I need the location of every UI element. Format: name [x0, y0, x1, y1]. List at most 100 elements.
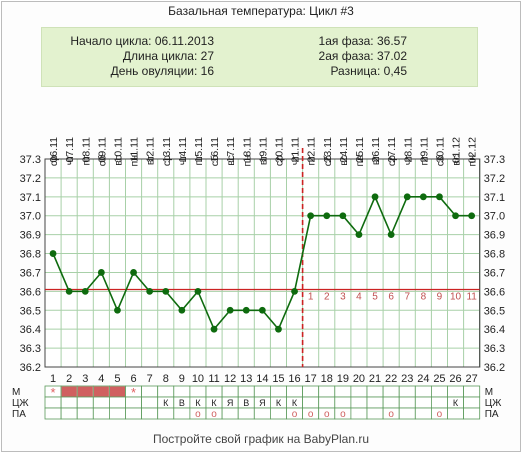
row-cell	[302, 385, 320, 398]
temp-difference: Разница: 0,45	[330, 64, 407, 78]
weekday-label: пн	[354, 155, 366, 167]
date-label: 28.11	[402, 137, 414, 163]
y-tick-label-right: 36.6	[484, 286, 505, 298]
y-tick-label-right: 36.9	[484, 230, 505, 242]
weekday-label: вт	[257, 155, 269, 165]
weekday-label: сб	[96, 155, 108, 166]
weekday-label: пт	[306, 155, 318, 166]
weekday-label: пт	[193, 155, 205, 166]
y-tick-label-right: 37.3	[484, 154, 505, 166]
luteal-day-label: 8	[421, 291, 427, 302]
weekday-label: вт	[370, 155, 382, 165]
temperature-point	[114, 306, 121, 314]
weekday-label: вс	[112, 155, 124, 166]
row-cell	[430, 396, 448, 409]
day-number: 19	[337, 373, 349, 385]
row-cell	[366, 385, 384, 398]
row-cell	[237, 407, 255, 420]
row-cell	[173, 385, 191, 398]
day-number: 4	[98, 373, 104, 385]
y-tick-label-left: 37.3	[20, 154, 41, 166]
luteal-day-label: 1	[308, 291, 314, 302]
plot-area	[44, 158, 481, 368]
spotting-star: *	[51, 385, 56, 400]
temperature-point	[436, 193, 443, 201]
weekday-label: чт	[64, 155, 76, 165]
row-cell	[382, 396, 400, 409]
day-number: 7	[147, 373, 153, 385]
day-number: 17	[305, 373, 317, 385]
ovulation-day: День овуляции: 16	[110, 64, 214, 78]
row-cell	[302, 396, 320, 409]
temperature-point	[210, 325, 218, 333]
temperature-point	[291, 287, 298, 295]
weekday-label: сб	[434, 155, 446, 166]
date-label: 23.11	[322, 137, 334, 163]
menstruation-cell	[61, 386, 77, 397]
day-number: 25	[433, 373, 445, 385]
row-cell	[350, 407, 368, 420]
row-cell	[253, 407, 271, 420]
weekday-label: ср	[386, 155, 398, 166]
y-tick-label-right: 36.4	[484, 324, 505, 336]
day-number: 13	[240, 373, 252, 385]
date-label: 11.11	[129, 137, 141, 162]
date-label: 21.11	[290, 137, 302, 163]
date-label: 06.11	[48, 137, 60, 163]
row-cell	[76, 407, 94, 420]
date-label: 01.12	[451, 137, 463, 163]
date-label: 09.11	[96, 137, 108, 163]
menstruation-cell	[93, 386, 109, 397]
day-number: 1	[50, 373, 56, 385]
date-label: 08.11	[80, 137, 92, 163]
weekday-label: ср	[161, 155, 173, 166]
row-cell	[463, 396, 481, 409]
row-cell	[221, 407, 239, 420]
temperature-point	[339, 212, 347, 220]
date-label: 17.11	[225, 137, 237, 163]
y-tick-label-right: 37.1	[484, 192, 505, 204]
row-cell	[157, 385, 175, 398]
date-label: 22.11	[306, 137, 318, 163]
row-cell	[109, 396, 126, 409]
luteal-day-label: 9	[437, 291, 443, 302]
row-cell	[253, 385, 271, 398]
row-cell	[92, 407, 110, 420]
y-tick-label-left: 36.6	[20, 286, 41, 298]
temperature-point	[162, 287, 170, 295]
row-label-right: М	[485, 387, 493, 398]
chart-title: Базальная температура: Цикл #3	[168, 4, 354, 18]
date-label: 16.11	[209, 137, 221, 163]
y-tick-label-right: 37.2	[484, 173, 505, 185]
date-label: 15.11	[193, 137, 205, 163]
day-number: 6	[130, 373, 136, 385]
day-number: 12	[224, 373, 236, 385]
luteal-day-label: 6	[388, 291, 394, 302]
row-cell	[141, 385, 159, 398]
y-tick-label-left: 36.2	[20, 362, 41, 374]
row-cell	[76, 396, 94, 409]
date-label: 07.11	[64, 137, 76, 163]
row-label-left: ПА	[12, 409, 26, 420]
row-cell	[414, 385, 432, 398]
row-cell	[430, 385, 448, 398]
y-tick-label-left: 36.9	[20, 230, 41, 242]
day-number: 5	[114, 373, 120, 385]
cervical-fluid-mark: К	[195, 398, 201, 408]
day-number: 21	[369, 373, 381, 385]
weekday-label: вс	[338, 155, 350, 166]
intercourse-mark: o	[195, 409, 201, 420]
row-cell	[125, 407, 143, 420]
date-label: 02.12	[467, 137, 479, 163]
row-cell	[350, 396, 368, 409]
footer-link[interactable]: Постройте свой график на BabyPlan.ru	[152, 432, 370, 446]
row-cell	[44, 407, 62, 420]
temperature-point	[81, 287, 89, 295]
cervical-fluid-mark: В	[243, 398, 249, 408]
row-cell	[189, 385, 207, 398]
weekday-label: пн	[467, 155, 479, 167]
date-label: 26.11	[370, 137, 382, 163]
luteal-day-label: 10	[450, 291, 462, 302]
temperature-point	[194, 287, 202, 295]
